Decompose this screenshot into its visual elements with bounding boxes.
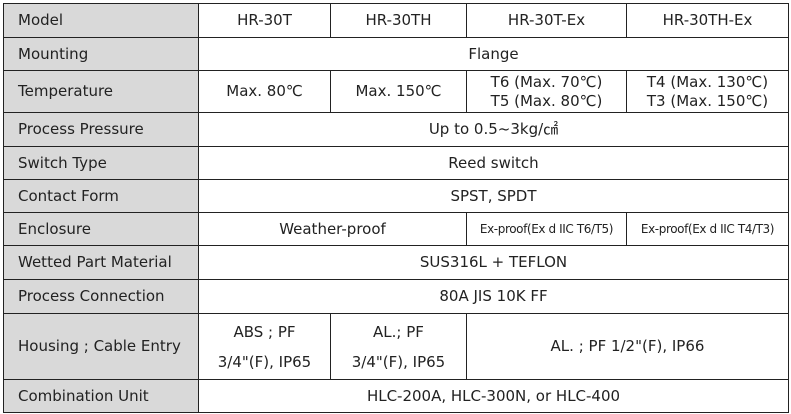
- row-label: Switch Type: [3, 146, 199, 180]
- value-cell: Ex-proof(Ex d IIC T4/T3): [626, 212, 789, 246]
- model-cell: HR-30T: [198, 3, 331, 38]
- row-label: Mounting: [3, 37, 199, 71]
- table-row: Temperature Max. 80℃ Max. 150℃ T6 (Max. …: [3, 70, 789, 113]
- value-line: 3/4"(F), IP65: [217, 352, 312, 371]
- row-label: Housing ; Cable Entry: [3, 313, 199, 380]
- value-cell: HLC-200A, HLC-300N, or HLC-400: [198, 379, 789, 413]
- value-line: 3/4"(F), IP65: [351, 352, 446, 371]
- table-row: Combination Unit HLC-200A, HLC-300N, or …: [3, 379, 789, 413]
- value-cell: SUS316L + TEFLON: [198, 245, 789, 280]
- value-cell: T4 (Max. 130℃) T3 (Max. 150℃): [626, 70, 789, 113]
- value-line: T4 (Max. 130℃): [646, 72, 769, 91]
- value-line: T6 (Max. 70℃): [490, 72, 603, 91]
- spec-table: Model HR-30T HR-30TH HR-30T-Ex HR-30TH-E…: [3, 3, 789, 413]
- table-row: Contact Form SPST, SPDT: [3, 179, 789, 213]
- value-cell: Max. 80℃: [198, 70, 331, 113]
- value-cell: Up to 0.5~3kg/㎠: [198, 112, 789, 147]
- value-cell: T6 (Max. 70℃) T5 (Max. 80℃): [466, 70, 627, 113]
- value-line: T5 (Max. 80℃): [490, 91, 603, 110]
- value-line: ABS ; PF: [233, 322, 296, 341]
- value-cell: Max. 150℃: [330, 70, 467, 113]
- model-cell: HR-30TH-Ex: [626, 3, 789, 38]
- row-label: Temperature: [3, 70, 199, 113]
- model-cell: HR-30TH: [330, 3, 467, 38]
- value-cell: Reed switch: [198, 146, 789, 180]
- value-cell: AL. ; PF 1/2"(F), IP66: [466, 313, 789, 380]
- table-row: Process Connection 80A JIS 10K FF: [3, 279, 789, 314]
- value-cell: Ex-proof(Ex d IIC T6/T5): [466, 212, 627, 246]
- value-line: AL.; PF: [373, 322, 424, 341]
- value-cell: 80A JIS 10K FF: [198, 279, 789, 314]
- value-cell: AL.; PF 3/4"(F), IP65: [330, 313, 467, 380]
- table-row: Mounting Flange: [3, 37, 789, 71]
- table-row: Switch Type Reed switch: [3, 146, 789, 180]
- table-row: Wetted Part Material SUS316L + TEFLON: [3, 245, 789, 280]
- table-row: Enclosure Weather-proof Ex-proof(Ex d II…: [3, 212, 789, 246]
- row-label: Combination Unit: [3, 379, 199, 413]
- model-cell: HR-30T-Ex: [466, 3, 627, 38]
- row-label: Enclosure: [3, 212, 199, 246]
- row-label: Wetted Part Material: [3, 245, 199, 280]
- row-label: Process Connection: [3, 279, 199, 314]
- table-row: Process Pressure Up to 0.5~3kg/㎠: [3, 112, 789, 147]
- table-row: Model HR-30T HR-30TH HR-30T-Ex HR-30TH-E…: [3, 3, 789, 38]
- table-row: Housing ; Cable Entry ABS ; PF 3/4"(F), I…: [3, 313, 789, 380]
- value-cell: SPST, SPDT: [198, 179, 789, 213]
- value-cell: Weather-proof: [198, 212, 467, 246]
- value-cell: Flange: [198, 37, 789, 71]
- row-label: Process Pressure: [3, 112, 199, 147]
- row-label: Model: [3, 3, 199, 38]
- value-line: T3 (Max. 150℃): [646, 91, 769, 110]
- row-label: Contact Form: [3, 179, 199, 213]
- value-cell: ABS ; PF 3/4"(F), IP65: [198, 313, 331, 380]
